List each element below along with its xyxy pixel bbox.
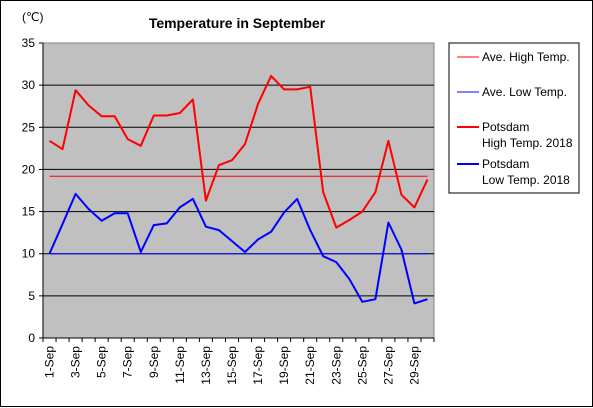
x-tick-label: 23-Sep	[329, 346, 343, 385]
x-tick-label: 9-Sep	[147, 346, 161, 378]
series-line-3	[48, 74, 429, 229]
y-tick-label: 25	[22, 120, 36, 134]
x-tick-label: 7-Sep	[121, 346, 135, 378]
x-tick-label: 19-Sep	[277, 346, 291, 385]
x-tick-label: 27-Sep	[381, 346, 395, 385]
y-tick-label: 0	[28, 331, 35, 345]
x-tick-label: 11-Sep	[173, 346, 187, 384]
legend-label-4: Potsdam	[482, 157, 529, 171]
legend-label-3: Potsdam	[482, 120, 529, 134]
x-tick-label: 17-Sep	[251, 346, 265, 385]
x-tick-label: 15-Sep	[225, 346, 239, 385]
x-tick-label: 1-Sep	[43, 346, 57, 378]
plot-area	[42, 42, 435, 339]
x-tick-label: 25-Sep	[355, 346, 369, 385]
legend-box	[448, 42, 580, 194]
legend-label-2: Ave. Low Temp.	[482, 85, 567, 99]
legend-label-4: Low Temp. 2018	[482, 173, 570, 187]
x-tick-label: 3-Sep	[69, 346, 83, 378]
legend-label-1: Ave. High Temp.	[482, 50, 570, 64]
series-line-4	[48, 192, 428, 305]
x-tick-label: 13-Sep	[199, 346, 213, 385]
unit-label: (℃)	[22, 10, 43, 24]
chart-title: Temperature in September	[149, 15, 326, 31]
y-tick-label: 15	[22, 205, 36, 219]
y-tick-label: 20	[22, 162, 36, 176]
x-tick-label: 21-Sep	[303, 346, 317, 385]
y-tick-label: 10	[22, 247, 36, 261]
y-tick-label: 30	[22, 78, 36, 92]
y-tick-label: 35	[22, 36, 36, 50]
legend-label-3: High Temp. 2018	[482, 136, 573, 150]
x-tick-label: 5-Sep	[95, 346, 109, 378]
y-tick-label: 5	[28, 289, 35, 303]
x-tick-label: 29-Sep	[407, 346, 421, 385]
